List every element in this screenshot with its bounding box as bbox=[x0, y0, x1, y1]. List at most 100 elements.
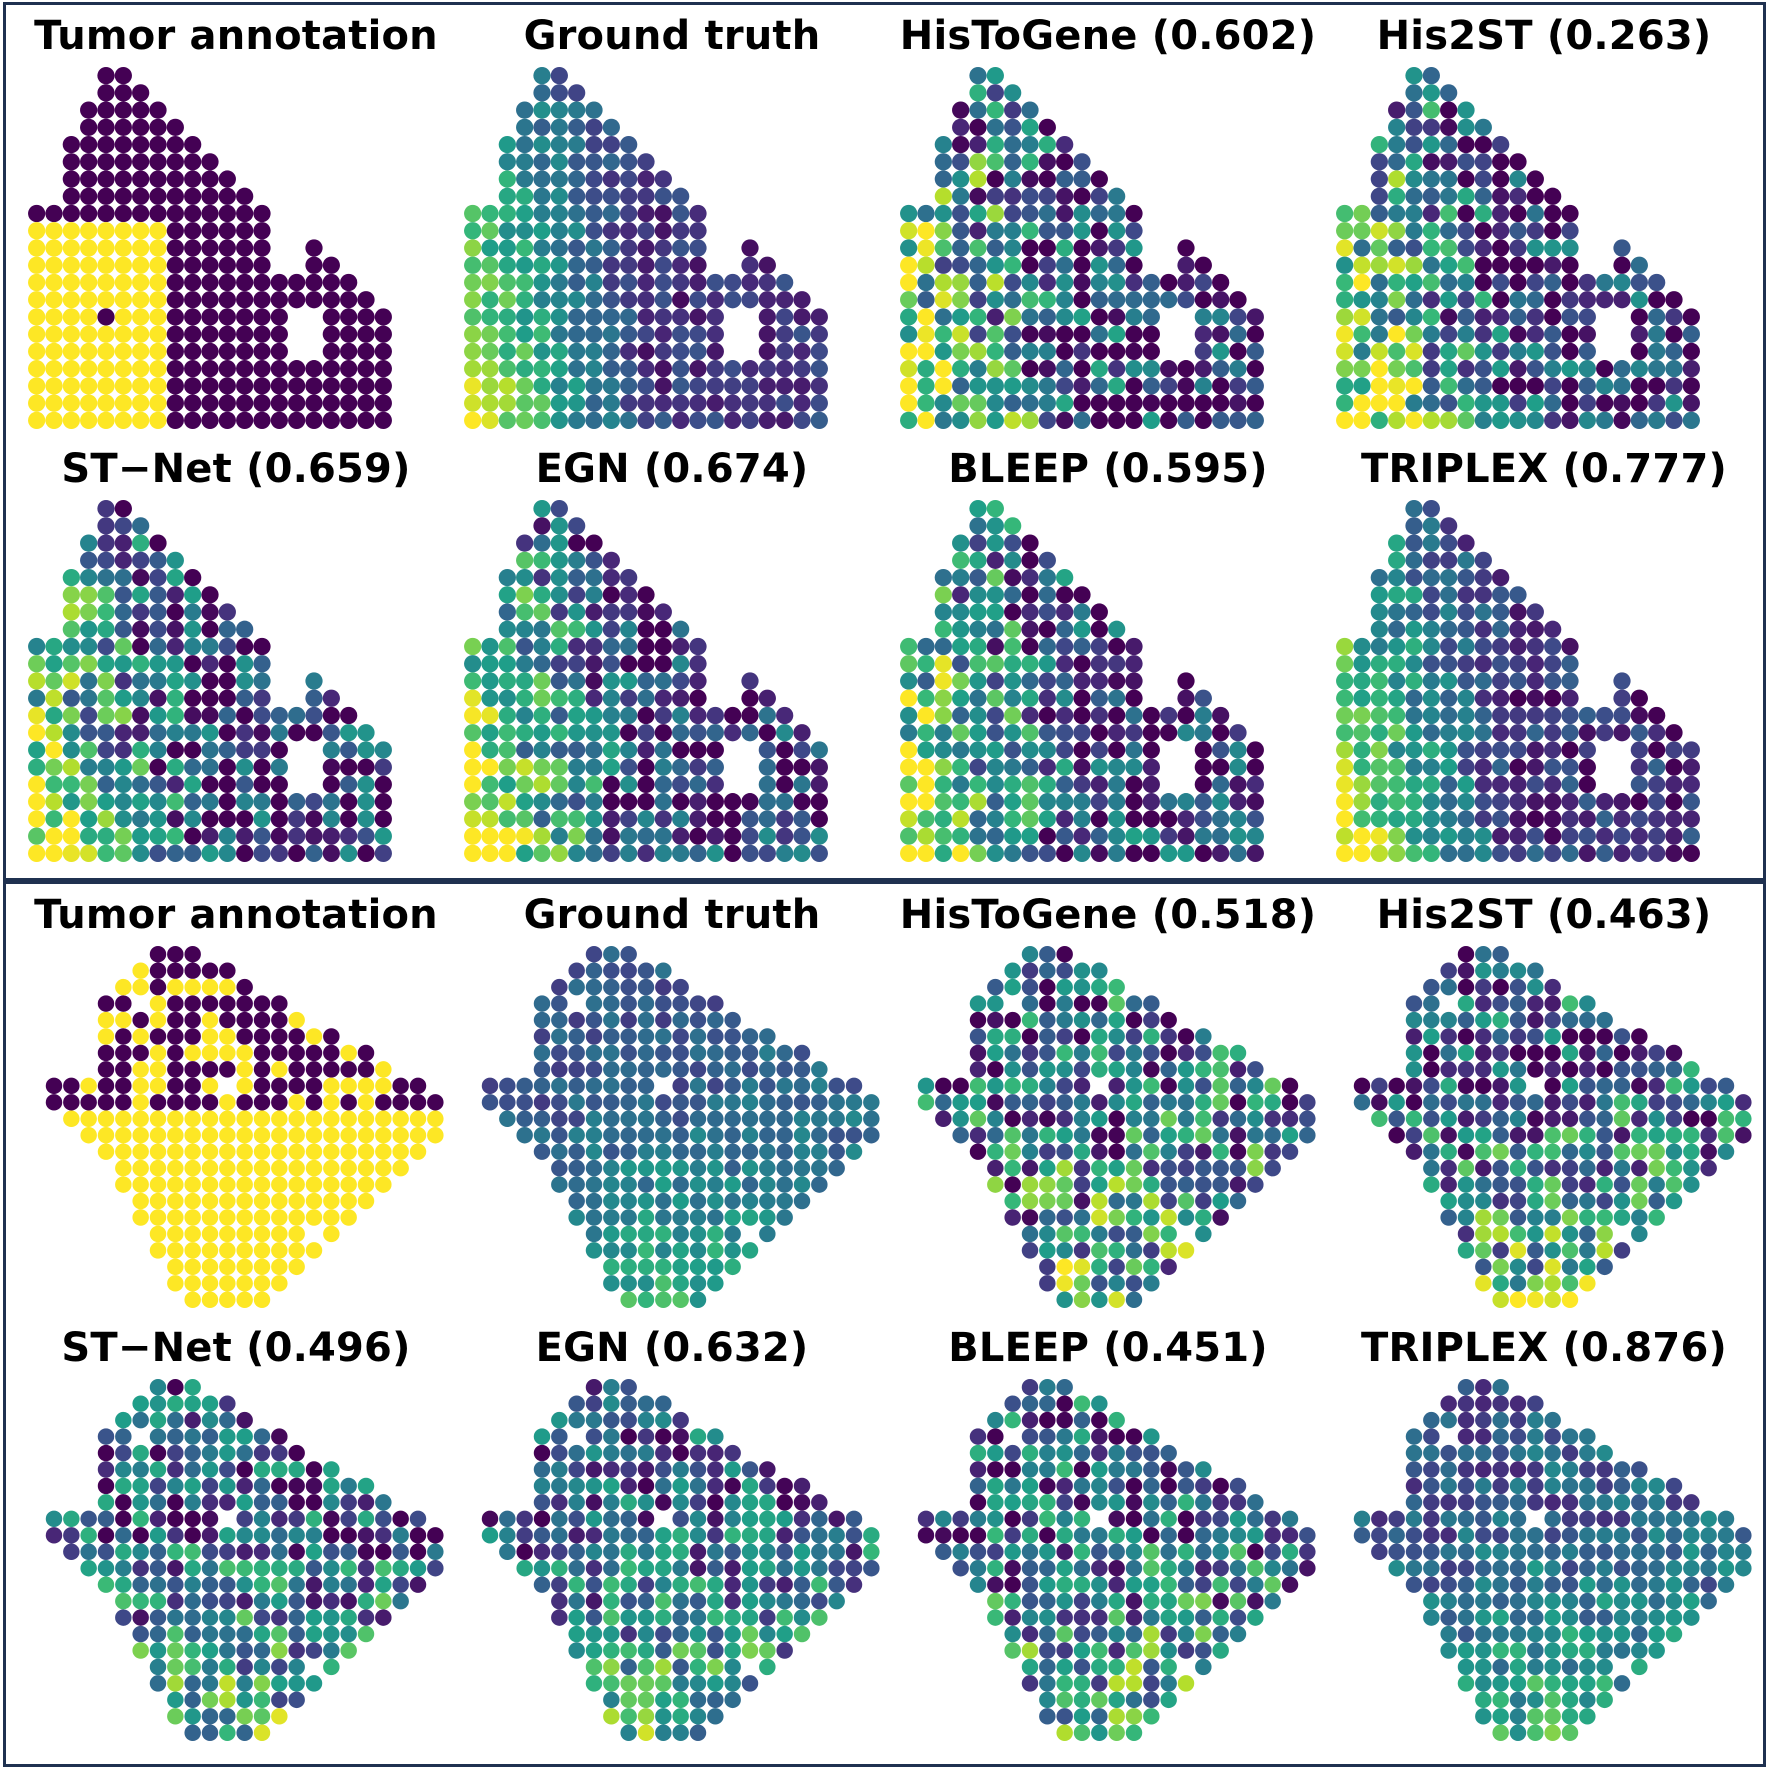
expression-spot bbox=[516, 1127, 533, 1144]
expression-spot bbox=[464, 308, 482, 326]
expression-spot bbox=[149, 394, 167, 412]
expression-spot bbox=[464, 655, 482, 673]
expression-spot bbox=[1596, 394, 1614, 412]
expression-spot bbox=[375, 1543, 392, 1560]
expression-spot bbox=[969, 775, 987, 794]
expression-spot bbox=[97, 793, 115, 811]
expression-spot bbox=[637, 342, 655, 361]
expression-spot bbox=[934, 411, 952, 429]
expression-spot bbox=[1492, 1275, 1509, 1292]
expression-spot bbox=[1544, 377, 1562, 395]
expression-spot bbox=[1021, 204, 1039, 223]
expression-spot bbox=[776, 1159, 793, 1177]
expression-spot bbox=[149, 1461, 167, 1478]
expression-spot bbox=[1474, 793, 1492, 811]
expression-spot bbox=[585, 135, 603, 154]
expression-spot bbox=[1579, 1592, 1596, 1610]
expression-spot bbox=[1056, 135, 1074, 154]
expression-spot bbox=[1021, 394, 1039, 412]
expression-spot bbox=[1457, 1527, 1475, 1544]
expression-spot bbox=[1160, 1527, 1177, 1544]
expression-spot bbox=[1108, 1642, 1125, 1659]
expression-spot bbox=[1596, 1143, 1613, 1160]
expression-spot bbox=[620, 827, 638, 845]
expression-spot bbox=[1440, 411, 1458, 429]
expression-spot bbox=[1090, 204, 1108, 223]
expression-spot bbox=[1264, 1143, 1281, 1160]
expression-spot bbox=[45, 273, 63, 292]
expression-spot bbox=[115, 1011, 132, 1029]
expression-spot bbox=[1648, 1576, 1665, 1593]
expression-spot bbox=[585, 1061, 603, 1078]
expression-spot bbox=[498, 827, 516, 845]
expression-spot bbox=[1108, 1494, 1125, 1511]
expression-spot bbox=[1457, 394, 1475, 412]
panel-st-net: ST−Net (0.659) bbox=[20, 438, 452, 868]
expression-spot bbox=[917, 775, 935, 794]
expression-spot bbox=[969, 135, 987, 154]
expression-spot bbox=[845, 1143, 863, 1160]
expression-spot bbox=[969, 724, 987, 742]
expression-spot bbox=[568, 1044, 585, 1062]
expression-spot bbox=[1440, 1510, 1457, 1528]
expression-spot bbox=[167, 1209, 184, 1226]
expression-spot bbox=[655, 1395, 672, 1412]
expression-spot bbox=[1073, 1560, 1091, 1577]
expression-spot bbox=[28, 394, 46, 412]
expression-spot bbox=[1039, 1176, 1056, 1193]
expression-spot bbox=[1177, 689, 1195, 707]
expression-spot bbox=[987, 1028, 1004, 1045]
expression-spot bbox=[357, 411, 375, 429]
expression-spot bbox=[672, 308, 690, 326]
expression-spot bbox=[811, 1592, 828, 1610]
expression-spot bbox=[900, 204, 918, 223]
expression-spot bbox=[1475, 1143, 1492, 1160]
expression-spot bbox=[498, 689, 516, 707]
expression-spot bbox=[1177, 1576, 1195, 1593]
expression-spot bbox=[1125, 1176, 1143, 1193]
expression-spot bbox=[1353, 239, 1371, 257]
expression-spot bbox=[724, 1691, 741, 1709]
expression-spot bbox=[689, 1176, 707, 1193]
expression-spot bbox=[132, 775, 150, 794]
expression-spot bbox=[1596, 1543, 1613, 1560]
expression-spot bbox=[776, 844, 794, 862]
expression-spot bbox=[1108, 706, 1126, 725]
expression-spot bbox=[166, 672, 184, 690]
expression-spot bbox=[288, 1675, 305, 1692]
expression-spot bbox=[323, 1044, 340, 1062]
expression-spot bbox=[1108, 995, 1125, 1012]
expression-spot bbox=[637, 187, 655, 205]
expression-spot bbox=[166, 308, 184, 326]
expression-spot bbox=[1091, 1209, 1108, 1226]
expression-spot bbox=[201, 1291, 219, 1308]
expression-spot bbox=[620, 222, 638, 240]
expression-spot bbox=[45, 342, 63, 361]
expression-spot bbox=[602, 637, 620, 656]
expression-spot bbox=[28, 291, 46, 309]
expression-spot bbox=[392, 1527, 409, 1544]
expression-spot bbox=[1021, 1242, 1039, 1259]
expression-spot bbox=[132, 1642, 149, 1659]
expression-spot bbox=[270, 706, 288, 725]
expression-spot bbox=[375, 1494, 392, 1511]
expression-spot bbox=[392, 1510, 409, 1528]
expression-spot bbox=[1613, 1609, 1631, 1626]
expression-spot bbox=[288, 706, 306, 725]
expression-spot bbox=[1492, 1477, 1509, 1495]
expression-spot bbox=[1388, 655, 1406, 673]
expression-spot bbox=[1370, 411, 1388, 429]
expression-spot bbox=[602, 689, 620, 707]
expression-spot bbox=[654, 741, 672, 759]
expression-spot bbox=[271, 1592, 288, 1610]
expression-spot bbox=[1613, 1461, 1631, 1478]
expression-spot bbox=[184, 1691, 201, 1709]
expression-spot bbox=[498, 810, 516, 828]
expression-spot bbox=[1160, 1625, 1177, 1643]
expression-spot bbox=[1613, 1527, 1631, 1544]
expression-spot bbox=[602, 256, 620, 274]
expression-spot bbox=[1422, 689, 1440, 707]
expression-spot bbox=[97, 1127, 115, 1144]
expression-spot bbox=[952, 118, 970, 136]
expression-spot bbox=[707, 1127, 724, 1144]
